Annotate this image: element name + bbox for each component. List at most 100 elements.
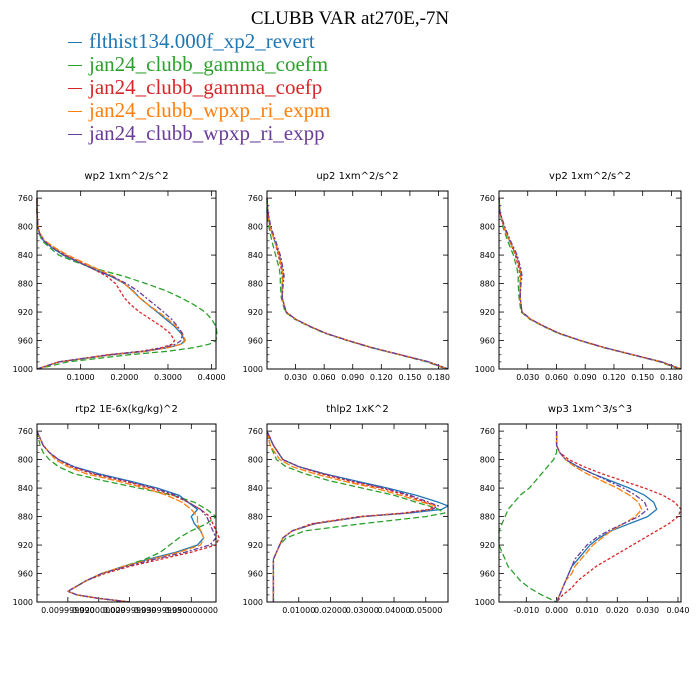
y-tick-label: 960 (18, 337, 33, 346)
y-tick-label: 840 (18, 251, 33, 260)
x-tick-label: 0.090 (341, 373, 364, 382)
chart-title: wp3 1xm^3/s^3 (548, 404, 632, 415)
x-tick-label: 0.150 (631, 373, 654, 382)
x-tick-label: 0.050000000 (165, 606, 218, 615)
x-tick-label: 0.030 (516, 373, 539, 382)
chart-title: wp2 1xm^2/s^2 (84, 171, 168, 182)
y-tick-label: 960 (248, 570, 263, 579)
chart-panel: up2 1xm^2/s^2 760 800 840 880 920 960 1000 0.030… (243, 171, 450, 382)
series-line (36, 430, 205, 603)
legend-item: jan24_clubb_wpxp_ri_expm (68, 99, 330, 122)
x-tick-label: 0.030 (636, 606, 659, 615)
x-tick-label: -0.010 (513, 606, 539, 615)
series-line (36, 198, 218, 370)
series-line (266, 198, 449, 370)
plot-frame (36, 190, 217, 370)
legend-label: flthist134.000f_xp2_revert (89, 29, 315, 53)
y-tick-label: 880 (248, 513, 263, 522)
y-tick-label: 800 (248, 456, 263, 465)
series-line (266, 430, 436, 602)
y-tick-label: 1000 (475, 598, 495, 607)
y-tick-label: 960 (248, 337, 263, 346)
chart-title: vp2 1xm^2/s^2 (549, 171, 631, 182)
x-tick-label: 0.020 (606, 606, 629, 615)
x-tick-label: 0.029999990 (103, 606, 156, 615)
x-tick-label: 0.000 (545, 606, 568, 615)
series-line (36, 430, 205, 603)
x-tick-label: 0.020000000 (72, 606, 125, 615)
y-tick-label: 800 (18, 456, 33, 465)
plot-frame (498, 423, 682, 603)
x-tick-label: 0.150 (398, 373, 421, 382)
y-tick-label: 1000 (243, 365, 263, 374)
x-tick-label: 0.01000 (282, 606, 315, 615)
y-tick-label: 800 (18, 223, 33, 232)
x-tick-label: 0.030 (284, 373, 307, 382)
chart-title: rtp2 1E-6x(kg/kg)^2 (75, 404, 178, 415)
y-tick-label: 1000 (13, 365, 33, 374)
legend-swatch (68, 42, 82, 43)
x-tick-label: 0.02000 (314, 606, 347, 615)
series-line (266, 430, 436, 602)
y-tick-label: 960 (18, 570, 33, 579)
chart-title: up2 1xm^2/s^2 (316, 171, 398, 182)
chart-panel: vp2 1xm^2/s^2 760 800 840 880 920 960 1000 0.030… (475, 171, 683, 382)
legend-swatch (68, 134, 82, 135)
x-tick-label: 0.180 (660, 373, 683, 382)
legend-item: jan24_clubb_gamma_coefm (68, 53, 330, 76)
x-tick-label: 0.3000 (154, 373, 182, 382)
plot-frame (498, 190, 682, 370)
series-line (266, 198, 449, 370)
legend-item: jan24_clubb_wpxp_ri_expp (68, 122, 330, 145)
chart-panel: wp2 1xm^2/s^2 760 800 840 880 920 960 1000 0.100… (13, 171, 226, 382)
x-tick-label: 0.060 (313, 373, 336, 382)
chart-panel: thlp2 1xK^2 760 800 840 880 920 960 1000 0.01000… (243, 404, 449, 615)
series-line (498, 198, 682, 370)
y-tick-label: 960 (480, 570, 495, 579)
x-tick-label: 0.010 (576, 606, 599, 615)
y-tick-label: 760 (248, 194, 263, 203)
chart-panel: wp3 1xm^3/s^3 760 800 840 880 920 960 1000 -0.01… (475, 404, 690, 615)
x-tick-label: 0.040 (667, 606, 690, 615)
legend: flthist134.000f_xp2_revert jan24_clubb_ga… (68, 30, 330, 145)
y-tick-label: 920 (248, 308, 263, 317)
series-line (36, 198, 176, 370)
series-line (555, 431, 643, 603)
legend-swatch (68, 65, 82, 66)
y-tick-label: 960 (480, 337, 495, 346)
x-tick-label: 0.009999990 (41, 606, 94, 615)
series-line (266, 430, 440, 602)
y-tick-label: 760 (18, 194, 33, 203)
y-tick-label: 920 (480, 308, 495, 317)
y-tick-label: 880 (18, 513, 33, 522)
x-tick-label: 0.05000 (409, 606, 442, 615)
legend-item: jan24_clubb_gamma_coefp (68, 76, 330, 99)
y-tick-label: 840 (248, 484, 263, 493)
plot-frame (266, 190, 449, 370)
series-line (498, 198, 682, 370)
series-line (266, 430, 446, 602)
series-line (36, 198, 184, 370)
x-tick-label: 0.2000 (110, 373, 138, 382)
series-line (36, 198, 186, 370)
x-tick-label: 0.1000 (67, 373, 95, 382)
y-tick-label: 800 (248, 223, 263, 232)
chart-panel: rtp2 1E-6x(kg/kg)^2 760 800 840 880 920 960 100… (13, 404, 220, 615)
plot-frame (266, 423, 449, 603)
x-tick-label: 0.060 (545, 373, 568, 382)
series-line (36, 198, 187, 370)
y-tick-label: 840 (480, 484, 495, 493)
legend-item: flthist134.000f_xp2_revert (68, 30, 330, 53)
y-tick-label: 920 (18, 308, 33, 317)
legend-label: jan24_clubb_gamma_coefm (89, 52, 329, 76)
y-tick-label: 1000 (13, 598, 33, 607)
chart-title: thlp2 1xK^2 (326, 404, 389, 415)
y-tick-label: 1000 (243, 598, 263, 607)
y-tick-label: 880 (480, 280, 495, 289)
x-tick-label: 0.120 (370, 373, 393, 382)
series-line (555, 431, 649, 603)
y-tick-label: 920 (18, 541, 33, 550)
x-tick-label: 0.039999990 (134, 606, 187, 615)
y-tick-label: 880 (480, 513, 495, 522)
